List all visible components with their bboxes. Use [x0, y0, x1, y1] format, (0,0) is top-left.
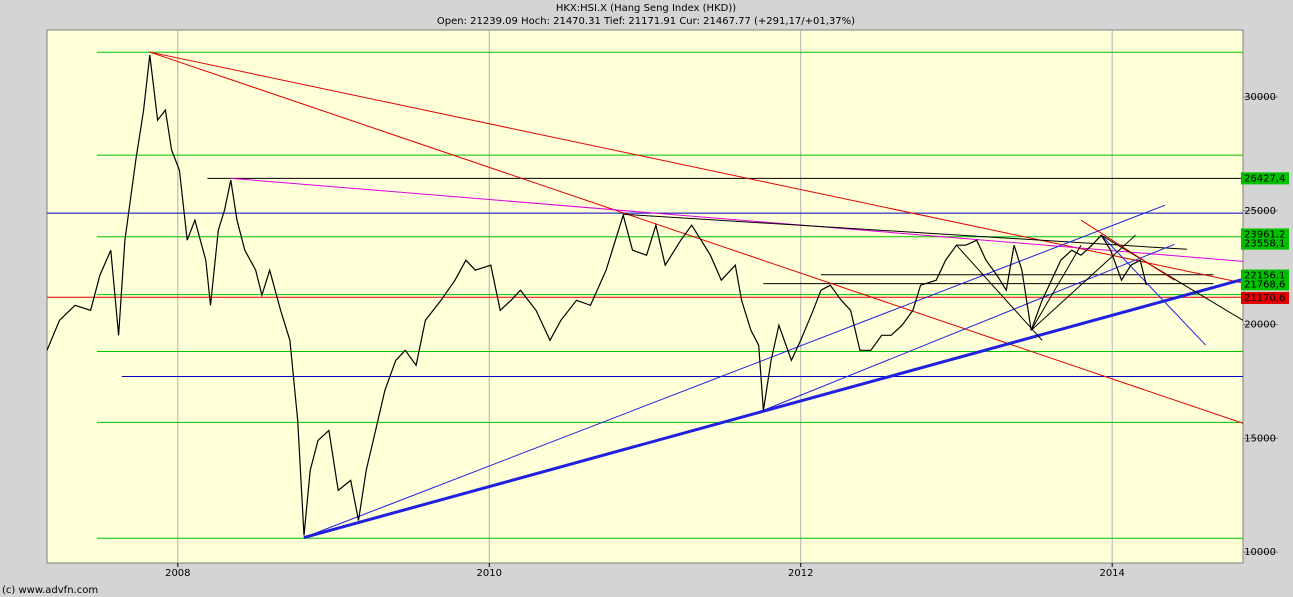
- price-label: 23558,1: [1244, 239, 1285, 250]
- x-tick-label: 2012: [788, 568, 813, 579]
- price-label: 26427,4: [1244, 173, 1285, 184]
- price-label-box: [1241, 172, 1289, 185]
- chart-title: HKX:HSI.X (Hang Seng Index (HKD)): [556, 3, 736, 14]
- trend-line: [1030, 234, 1136, 331]
- trend-line: [956, 244, 1043, 341]
- trend-line: [149, 51, 1243, 424]
- y-tick-label: 10000: [1244, 547, 1276, 558]
- y-tick-label: 30000: [1244, 92, 1276, 103]
- trend-line: [1100, 234, 1206, 346]
- chart-subtitle: Open: 21239.09 Hoch: 21470.31 Tief: 2117…: [437, 16, 855, 27]
- trend-line: [230, 177, 1243, 262]
- trend-line: [763, 243, 1175, 411]
- plot-area: [46, 29, 1244, 564]
- trend-line: [303, 277, 1243, 539]
- x-tick-label: 2010: [477, 568, 502, 579]
- trend-line: [1080, 219, 1175, 281]
- trend-line: [1101, 234, 1243, 321]
- x-tick-label: 2014: [1099, 568, 1124, 579]
- y-tick-label: 25000: [1244, 206, 1276, 217]
- y-tick-label: 15000: [1244, 433, 1276, 444]
- price-label: 22156,1: [1244, 271, 1285, 282]
- trend-line: [1030, 244, 1082, 331]
- price-label: 21170,6: [1244, 293, 1285, 304]
- price-label-box: [1241, 237, 1289, 250]
- trend-line: [149, 51, 1243, 284]
- footer: (c) www.advfn.com: [2, 585, 98, 596]
- price-label: 23961,2: [1244, 229, 1285, 240]
- price-label: 21768,6: [1244, 279, 1285, 290]
- price-label-box: [1241, 291, 1289, 304]
- y-tick-label: 20000: [1244, 320, 1276, 331]
- price-label-box: [1241, 228, 1289, 241]
- price-label-box: [1241, 278, 1289, 291]
- trend-line: [303, 204, 1166, 538]
- price-line: [47, 54, 1147, 536]
- x-tick-label: 2008: [165, 568, 190, 579]
